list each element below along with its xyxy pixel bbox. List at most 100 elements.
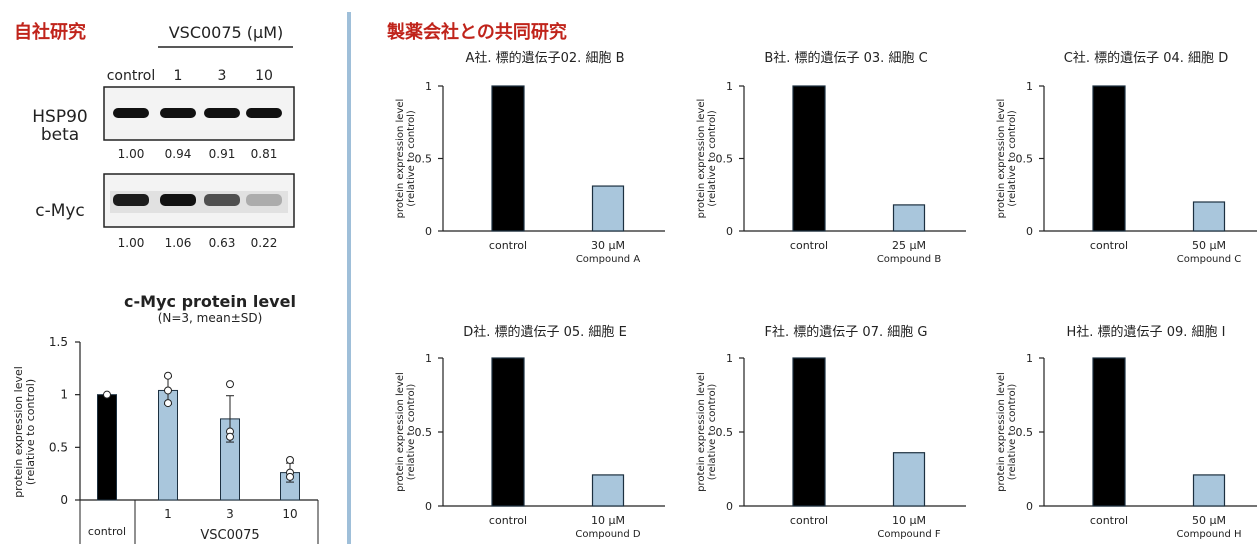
x-tick-label: Compound B [877,254,942,265]
bar [591,474,625,507]
x-tick-label: 1 [164,507,172,521]
blot-protein-name: HSP90 [32,107,87,127]
data-point [164,386,172,395]
blot-quant-value: 1.00 [118,147,145,161]
data-point [103,390,111,399]
blot-background-smear [110,191,288,213]
y-axis-label: protein expression level [996,372,1007,492]
cmyc-protein-chart: c-Myc protein level(N=3, mean±SD) protein… [12,292,319,544]
y-tick-label: 1 [425,80,432,93]
y-axis-label: (relative to control) [1007,384,1018,481]
bar [591,185,625,232]
y-axis-label: protein expression level [12,366,25,498]
blot-band [113,108,149,118]
x-tick-label: control [489,239,527,252]
bar [1092,85,1126,232]
bar [792,357,826,507]
mini-chart: C社. 標的遺伝子 04. 細胞 D protein expression lev… [996,50,1257,265]
x-tick-label: control [88,525,126,538]
bar [1092,357,1126,507]
y-tick-label: 1.5 [49,335,68,349]
data-point [164,371,172,380]
blot-lane-label: control [107,68,156,84]
bar [892,204,926,232]
mini-chart: F社. 標的遺伝子 07. 細胞 G protein expression lev… [696,324,966,540]
y-tick-label: 0 [1026,500,1033,513]
chart-title: B社. 標的遺伝子 03. 細胞 C [764,50,927,66]
x-tick-label: control [790,239,828,252]
y-axis-label: (relative to control) [707,384,718,481]
y-axis-label: (relative to control) [707,110,718,207]
x-tick-label: control [1090,239,1128,252]
y-axis-label: (relative to control) [406,110,417,207]
data-point [164,399,172,408]
x-tick-label: Compound D [575,529,641,540]
bar [1192,474,1226,507]
x-tick-label: Compound F [877,529,941,540]
x-tick-label: 30 µM [591,239,625,252]
bar [97,394,117,501]
blot-quant-value: 0.22 [251,236,278,250]
y-tick-label: 1 [60,388,68,402]
data-point [286,472,294,481]
y-tick-label: 0.5 [49,440,68,454]
mini-chart: A社. 標的遺伝子02. 細胞 B protein expression leve… [395,50,665,265]
blot-protein-name: beta [41,125,79,145]
y-tick-label: 0 [60,493,68,507]
x-tick-label: 10 µM [591,514,625,527]
blot-compound-label: VSC0075 (µM) [169,23,284,42]
blot-protein-name: c-Myc [35,201,85,221]
y-tick-label: 1 [726,80,733,93]
bar [491,85,525,232]
blot-quant-value: 0.63 [209,236,236,250]
x-tick-label: control [489,514,527,527]
y-tick-label: 0.5 [716,153,734,166]
blot-band [204,194,240,206]
data-point [226,432,234,441]
x-tick-label: Compound H [1176,529,1241,540]
y-tick-label: 0 [726,500,733,513]
blot-band [204,108,240,118]
x-tick-label: 50 µM [1192,514,1226,527]
x-tick-label: control [1090,514,1128,527]
y-axis-label: protein expression level [395,99,406,219]
x-tick-label: 50 µM [1192,239,1226,252]
bar [491,357,525,507]
y-axis-label: protein expression level [696,99,707,219]
left-section-title: 自社研究 [14,21,86,43]
blot-quant-value: 1.00 [118,236,145,250]
blot-band [246,194,282,206]
bar [792,85,826,232]
blot-quant-value: 0.91 [209,147,236,161]
y-tick-label: 1 [726,352,733,365]
right-section-title: 製薬会社との共同研究 [386,21,567,43]
x-tick-label: control [790,514,828,527]
y-tick-label: 0 [425,225,432,238]
y-axis-label: protein expression level [996,99,1007,219]
blot-band [160,194,196,206]
mini-chart: H社. 標的遺伝子 09. 細胞 I protein expression lev… [996,324,1257,540]
y-tick-label: 0.5 [1016,153,1034,166]
chart-title: H社. 標的遺伝子 09. 細胞 I [1067,324,1226,340]
y-tick-label: 1 [425,352,432,365]
y-axis-label: (relative to control) [406,384,417,481]
y-tick-label: 0 [425,500,432,513]
chart-title: D社. 標的遺伝子 05. 細胞 E [463,324,627,340]
y-axis-label: (relative to control) [24,379,37,485]
x-tick-label: Compound A [576,254,641,265]
mini-chart: B社. 標的遺伝子 03. 細胞 C protein expression lev… [696,50,966,265]
bar [1192,201,1226,232]
data-point [226,380,234,389]
blot-band [246,108,282,118]
x-tick-label: 10 µM [892,514,926,527]
y-axis-label: protein expression level [696,372,707,492]
y-tick-label: 0.5 [716,426,734,439]
y-tick-label: 0.5 [415,153,433,166]
blot-lane-label: 3 [218,68,227,84]
chart-title: A社. 標的遺伝子02. 細胞 B [465,50,624,66]
y-tick-label: 0 [726,225,733,238]
chart-title: C社. 標的遺伝子 04. 細胞 D [1064,50,1228,66]
x-tick-label: 3 [226,507,234,521]
blot-quant-value: 0.81 [251,147,278,161]
bar [892,452,926,507]
